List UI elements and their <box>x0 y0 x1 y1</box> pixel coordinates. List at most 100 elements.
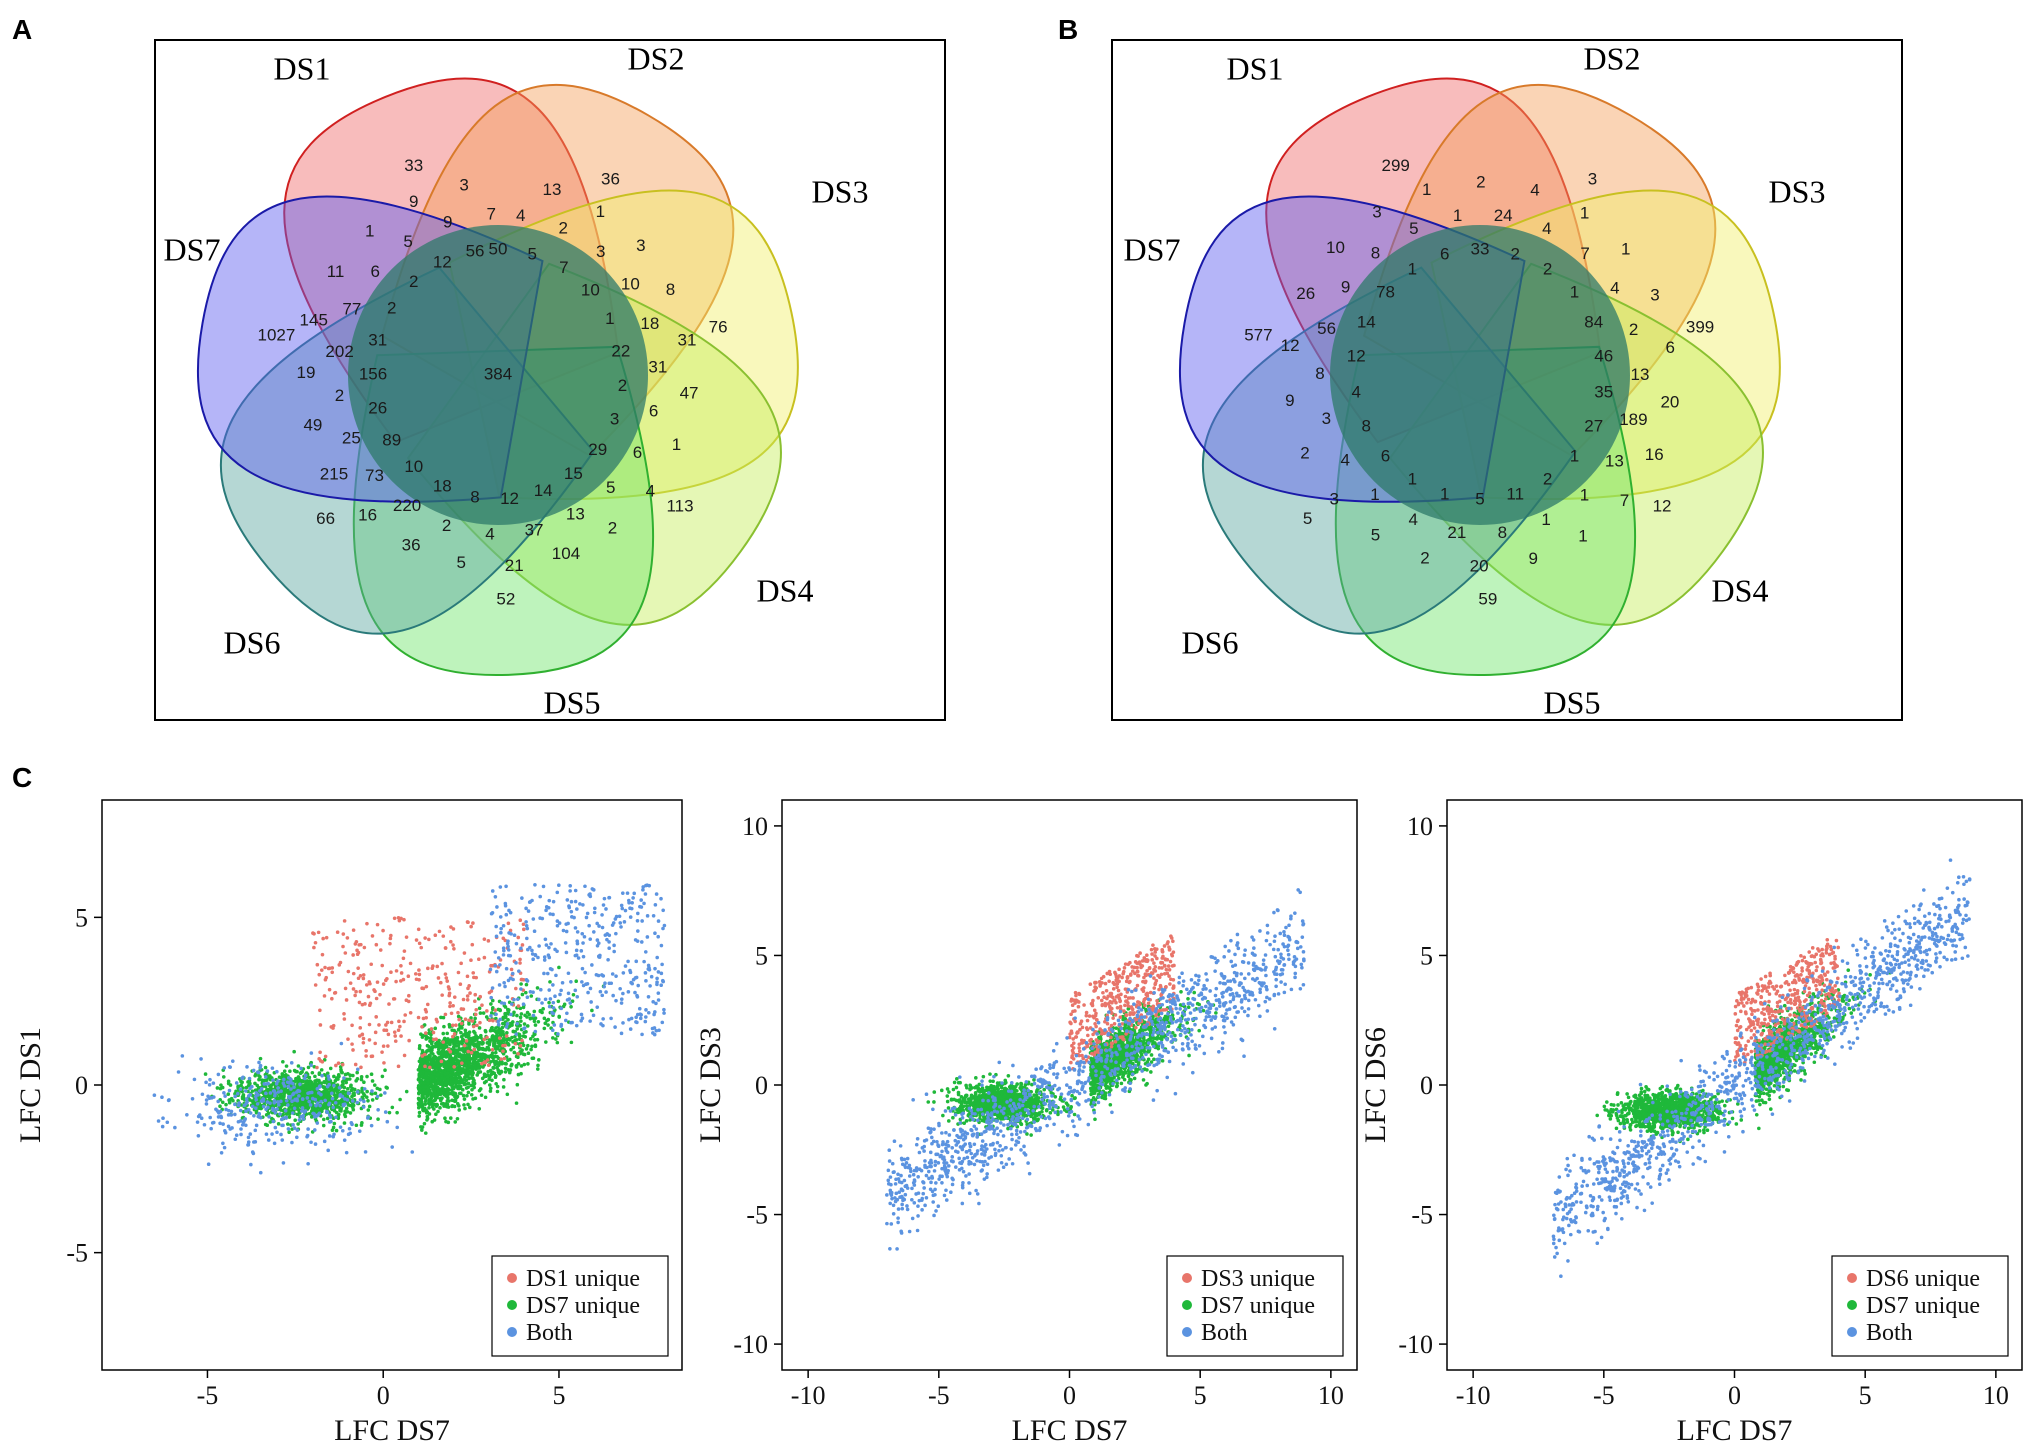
venn-frame <box>154 39 946 721</box>
venn-intersection-count: 2 <box>387 299 396 318</box>
scatter-point <box>456 1010 460 1015</box>
venn-intersection-count: 21 <box>505 556 524 575</box>
scatter-point <box>436 1050 440 1055</box>
scatter-point <box>590 1008 594 1013</box>
scatter-point <box>471 971 476 975</box>
scatter-point <box>238 1087 243 1092</box>
scatter-point <box>502 948 506 953</box>
scatter-point <box>478 1087 483 1091</box>
scatter-point <box>332 1083 336 1088</box>
scatter-point <box>448 1004 452 1009</box>
scatter-point <box>367 1038 372 1042</box>
scatter-point <box>646 1010 651 1015</box>
x-axis-title: LFC DS7 <box>334 1414 450 1447</box>
scatter-point <box>356 950 361 955</box>
scatter-point <box>554 1037 558 1041</box>
scatter-point <box>557 883 561 888</box>
scatter-point <box>373 1030 378 1035</box>
scatter-point <box>551 912 555 917</box>
scatter-point <box>226 1124 231 1129</box>
scatter-point <box>351 953 355 957</box>
x-tick-label: 0 <box>377 1381 390 1410</box>
venn-set-label: DS3 <box>812 173 869 209</box>
scatter-point <box>247 1076 252 1081</box>
scatter-point <box>523 1013 527 1018</box>
scatter-point <box>253 1073 257 1078</box>
scatter-point <box>424 1097 428 1102</box>
scatter-point <box>369 962 374 967</box>
scatter-point <box>636 929 640 933</box>
scatter-point <box>474 975 479 980</box>
scatter-point <box>340 1128 345 1133</box>
scatter-point <box>551 899 556 904</box>
scatter-point <box>968 1087 972 1092</box>
scatter-point <box>417 941 422 946</box>
venn-intersection-count: 33 <box>1471 239 1490 258</box>
x-tick-label: 5 <box>552 1381 565 1410</box>
scatter-point <box>529 994 534 998</box>
scatter-point <box>224 1102 228 1107</box>
scatter-point <box>303 1109 308 1113</box>
scatter-point <box>283 1108 288 1113</box>
venn-unique-count: 59 <box>1478 589 1497 608</box>
scatter-point <box>536 955 540 960</box>
scatter-point <box>563 941 568 945</box>
scatter-point <box>470 1019 475 1023</box>
scatter-point <box>493 964 498 968</box>
scatter-point <box>656 998 661 1002</box>
scatter-point <box>316 1091 321 1095</box>
scatter-point <box>192 1077 197 1082</box>
scatter-point <box>226 1081 231 1086</box>
scatter-point <box>404 1089 409 1094</box>
scatter-point <box>521 1002 526 1007</box>
scatter-point <box>350 1023 354 1028</box>
venn-intersection-count: 4 <box>485 524 494 543</box>
scatter-point <box>457 1091 462 1096</box>
scatter-point <box>236 1103 241 1108</box>
scatter-point <box>381 1044 386 1048</box>
scatter-point <box>465 997 470 1002</box>
scatter-point <box>315 1065 319 1070</box>
scatter-point <box>1019 1122 1024 1127</box>
scatter-point <box>565 1011 569 1016</box>
scatter-point <box>306 1162 310 1166</box>
venn-intersection-count: 1 <box>1580 203 1589 222</box>
scatter-point <box>261 1097 266 1102</box>
scatter-point <box>251 1151 256 1156</box>
scatter-point <box>555 919 560 923</box>
scatter-point <box>568 883 573 888</box>
scatter-point <box>503 1043 507 1048</box>
scatter-point <box>660 1020 665 1025</box>
scatter-point <box>399 964 403 968</box>
scatter-point <box>620 891 625 895</box>
scatter-point <box>501 1049 505 1053</box>
scatter-point <box>623 964 628 968</box>
scatter-point <box>344 1080 349 1085</box>
scatter-point <box>298 1082 302 1087</box>
scatter-point <box>452 995 457 999</box>
scatter-point <box>532 1009 537 1014</box>
scatter-point <box>621 1021 625 1025</box>
scatter-point <box>384 1085 389 1090</box>
scatter-point <box>484 1015 489 1019</box>
scatter-point <box>381 928 385 933</box>
scatter-point <box>543 997 548 1002</box>
scatter-point <box>218 1121 222 1126</box>
scatter-point <box>221 1075 226 1079</box>
scatter-point <box>223 1094 227 1098</box>
scatter-point <box>334 1076 339 1080</box>
scatter-point <box>643 950 648 954</box>
scatter-point <box>296 1122 300 1126</box>
scatter-point <box>484 1079 488 1084</box>
scatter-point <box>982 1094 986 1098</box>
scatter-point <box>565 898 570 902</box>
scatter-point <box>476 957 481 962</box>
scatter-point <box>321 1117 326 1122</box>
scatter-point <box>1034 1112 1039 1116</box>
scatter-point <box>256 1114 261 1119</box>
scatter-point <box>945 1094 950 1098</box>
scatter-point <box>497 983 502 987</box>
scatter-point <box>423 1102 428 1106</box>
scatter-point <box>355 1100 359 1105</box>
scatter-point <box>420 1048 425 1053</box>
